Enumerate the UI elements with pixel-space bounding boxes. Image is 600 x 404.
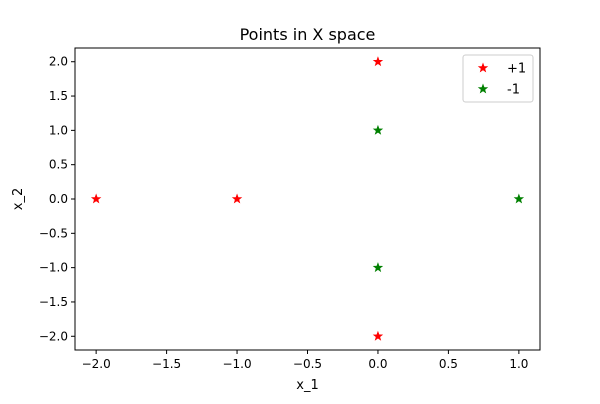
x-tick-label: 0.0 — [368, 357, 387, 371]
scatter-point-plus-one — [90, 193, 102, 204]
x-axis-label: x_1 — [296, 378, 318, 393]
scatter-point-minus-one — [372, 124, 384, 135]
y-tick-label: 1.5 — [49, 89, 68, 103]
legend-marker — [477, 62, 489, 73]
scatter-point-plus-one — [231, 193, 243, 204]
y-tick-label: 1.0 — [49, 123, 68, 137]
y-axis-label: x_2 — [11, 188, 26, 210]
legend-marker — [477, 83, 489, 94]
x-tick-label: −2.0 — [82, 357, 111, 371]
legend-label: -1 — [507, 83, 520, 98]
legend-label: +1 — [507, 62, 526, 77]
scatter-point-plus-one — [372, 330, 384, 341]
legend: +1-1 — [462, 54, 534, 103]
chart-title: Points in X space — [240, 25, 376, 44]
x-axis-ticks: −2.0 −1.5 −1.0 −0.5 0.0 0.5 1.0 — [82, 350, 528, 371]
scatter-point-plus-one — [372, 56, 384, 67]
y-tick-label: 0.0 — [49, 192, 68, 206]
y-tick-label: 0.5 — [49, 158, 68, 172]
x-tick-label: −1.0 — [222, 357, 251, 371]
scatter-point-minus-one — [372, 262, 384, 273]
y-tick-label: −1.0 — [39, 261, 68, 275]
y-tick-label: 2.0 — [49, 55, 68, 69]
y-tick-label: −0.5 — [39, 226, 68, 240]
data-points — [90, 56, 525, 341]
y-axis-ticks: −2.0 −1.5 −1.0 −0.5 0.0 0.5 1.0 1.5 2.0 — [39, 55, 75, 343]
y-tick-label: −1.5 — [39, 295, 68, 309]
x-tick-label: 0.5 — [439, 357, 458, 371]
x-tick-label: −0.5 — [293, 357, 322, 371]
y-tick-label: −2.0 — [39, 329, 68, 343]
x-tick-label: 1.0 — [509, 357, 528, 371]
scatter-point-minus-one — [513, 193, 525, 204]
x-tick-label: −1.5 — [152, 357, 181, 371]
